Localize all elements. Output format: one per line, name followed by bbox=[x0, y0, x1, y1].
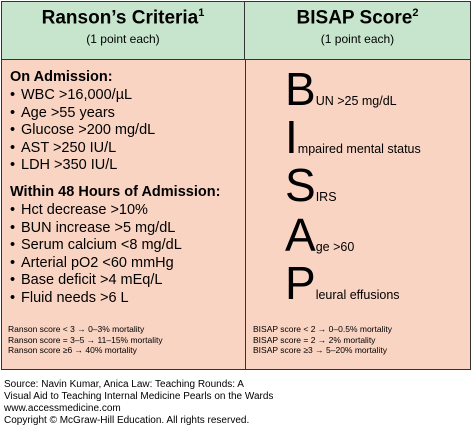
footer-line-text: www.accessmedicine.com bbox=[4, 403, 121, 414]
bisap-title-text: BISAP Score bbox=[296, 7, 413, 29]
bisap-initial-letter: B bbox=[285, 63, 316, 115]
bullet-icon: • bbox=[10, 289, 16, 306]
ranson-footnote-marker: 1 bbox=[198, 7, 205, 19]
bullet-icon: • bbox=[10, 219, 16, 236]
ranson-title-text: Ranson’s Criteria bbox=[41, 7, 199, 29]
bisap-score-line: BISAP score < 2 → 0–0.5% mortality bbox=[253, 324, 392, 335]
ranson-score-line: Ranson score < 3 → 0–3% mortality bbox=[8, 324, 163, 335]
admission-heading: On Admission: bbox=[10, 69, 113, 85]
within48-criterion: • Hct decrease >10% bbox=[10, 202, 182, 220]
footer-line-text: Copyright © McGraw-Hill Education. All r… bbox=[4, 415, 250, 426]
admission-criterion-text: Glucose >200 mg/dL bbox=[21, 122, 156, 139]
admission-criterion-text: WBC >16,000/µL bbox=[21, 87, 133, 103]
bullet-icon: • bbox=[10, 272, 16, 289]
bisap-row: Age >60 bbox=[285, 212, 354, 258]
bisap-footnote-marker: 2 bbox=[412, 7, 419, 19]
within48-criterion-text: BUN increase >5 mg/dL bbox=[21, 219, 176, 236]
bisap-initial-letter: S bbox=[285, 159, 316, 211]
admission-criterion: • WBC >16,000/µL bbox=[10, 87, 155, 105]
ranson-title: Ranson’s Criteria1 bbox=[2, 7, 244, 29]
bullet-icon: • bbox=[10, 157, 16, 174]
footer-line: Copyright © McGraw-Hill Education. All r… bbox=[4, 415, 273, 427]
within48-criterion-text: Arterial pO2 <60 mmHg bbox=[21, 254, 174, 271]
bullet-icon: • bbox=[10, 237, 16, 254]
footer-line: Source: Navin Kumar, Anica Law: Teaching… bbox=[4, 379, 273, 391]
ranson-header: Ranson’s Criteria1 (1 point each) bbox=[2, 2, 245, 60]
bullet-icon: • bbox=[10, 139, 16, 156]
ranson-score-line-text: Ranson score = 3–5 → 11–15% mortality bbox=[8, 334, 163, 345]
bisap-row: Impaired mental status bbox=[285, 114, 421, 160]
bisap-criterion-text: leural effusions bbox=[315, 288, 400, 302]
bisap-row: Pleural effusions bbox=[285, 260, 400, 306]
bisap-header: BISAP Score2 (1 point each) bbox=[245, 2, 470, 60]
bullet-icon: • bbox=[10, 254, 16, 271]
within48-criterion-text: Serum calcium <8 mg/dL bbox=[21, 237, 182, 254]
bullet-icon: • bbox=[10, 202, 16, 218]
bisap-subtitle: (1 point each) bbox=[320, 32, 395, 47]
bisap-title: BISAP Score2 bbox=[245, 7, 470, 29]
ranson-score-line: Ranson score ≥6 → 40% mortality bbox=[8, 345, 163, 356]
bisap-score-line: BISAP score = 2 → 2% mortality bbox=[253, 335, 392, 346]
admission-criterion: • AST >250 IU/L bbox=[10, 140, 155, 158]
ranson-score-line: Ranson score = 3–5 → 11–15% mortality bbox=[8, 335, 163, 346]
footer-line-text: Source: Navin Kumar, Anica Law: Teaching… bbox=[4, 379, 244, 390]
within48-criterion-text: Fluid needs >6 L bbox=[21, 289, 129, 306]
column-divider bbox=[245, 60, 246, 369]
footer-line: Visual Aid to Teaching Internal Medicine… bbox=[4, 391, 273, 403]
within48-criterion: • Base deficit >4 mEq/L bbox=[10, 272, 182, 290]
bisap-initial-letter: I bbox=[285, 111, 298, 163]
bisap-score-lines: BISAP score < 2 → 0–0.5% mortality BISAP … bbox=[253, 324, 392, 356]
within48-criterion: • Fluid needs >6 L bbox=[10, 290, 182, 308]
bullet-icon: • bbox=[10, 87, 16, 103]
ranson-score-line-text: Ranson score ≥6 → 40% mortality bbox=[8, 345, 137, 355]
admission-criteria-list: • WBC >16,000/µL • Age >55 years • Glucose >2… bbox=[10, 87, 155, 175]
ranson-subtitle: (1 point each) bbox=[86, 32, 160, 47]
bisap-criterion-text: IRS bbox=[315, 190, 337, 204]
admission-criterion-text: AST >250 IU/L bbox=[21, 139, 117, 156]
bullet-icon: • bbox=[10, 122, 16, 139]
bisap-initial-letter: A bbox=[285, 209, 316, 261]
within48-criterion-text: Hct decrease >10% bbox=[21, 202, 148, 218]
bisap-row: BUN >25 mg/dL bbox=[285, 66, 397, 112]
admission-criterion-text: Age >55 years bbox=[21, 104, 115, 121]
admission-criterion-text: LDH >350 IU/L bbox=[21, 157, 118, 174]
bisap-initial-letter: P bbox=[285, 257, 316, 309]
footer-line-text: Visual Aid to Teaching Internal Medicine… bbox=[4, 391, 274, 402]
within48-criteria-list: • Hct decrease >10% • BUN increase >5 mg/dL… bbox=[10, 202, 182, 308]
admission-criterion: • LDH >350 IU/L bbox=[10, 157, 155, 175]
bisap-criterion-text: mpaired mental status bbox=[297, 142, 421, 156]
bisap-score-line: BISAP score ≥3 → 5–20% mortality bbox=[253, 345, 392, 356]
bisap-score-line-text: BISAP score < 2 → 0–0.5% mortality bbox=[253, 324, 392, 334]
bullet-icon: • bbox=[10, 104, 16, 121]
criteria-table: Ranson’s Criteria1 (1 point each) BISAP … bbox=[1, 1, 471, 370]
within48-criterion: • Arterial pO2 <60 mmHg bbox=[10, 255, 182, 273]
footer-line: www.accessmedicine.com bbox=[4, 403, 273, 415]
ranson-score-lines: Ranson score < 3 → 0–3% mortality Ranson … bbox=[8, 324, 163, 356]
ranson-score-line-text: Ranson score < 3 → 0–3% mortality bbox=[8, 324, 145, 334]
bisap-score-line-text: BISAP score = 2 → 2% mortality bbox=[253, 334, 376, 345]
bisap-criterion-text: UN >25 mg/dL bbox=[315, 94, 397, 108]
within48-criterion: • Serum calcium <8 mg/dL bbox=[10, 237, 182, 255]
bisap-criterion-text: ge >60 bbox=[315, 240, 355, 254]
admission-criterion: • Age >55 years bbox=[10, 105, 155, 123]
bisap-score-line-text: BISAP score ≥3 → 5–20% mortality bbox=[253, 345, 387, 355]
within48-criterion-text: Base deficit >4 mEq/L bbox=[21, 272, 163, 289]
bisap-row: SIRS bbox=[285, 162, 337, 208]
admission-criterion: • Glucose >200 mg/dL bbox=[10, 122, 155, 140]
source-footer: Source: Navin Kumar, Anica Law: Teaching… bbox=[4, 379, 273, 427]
within48-criterion: • BUN increase >5 mg/dL bbox=[10, 220, 182, 238]
within48-heading: Within 48 Hours of Admission: bbox=[10, 184, 221, 200]
